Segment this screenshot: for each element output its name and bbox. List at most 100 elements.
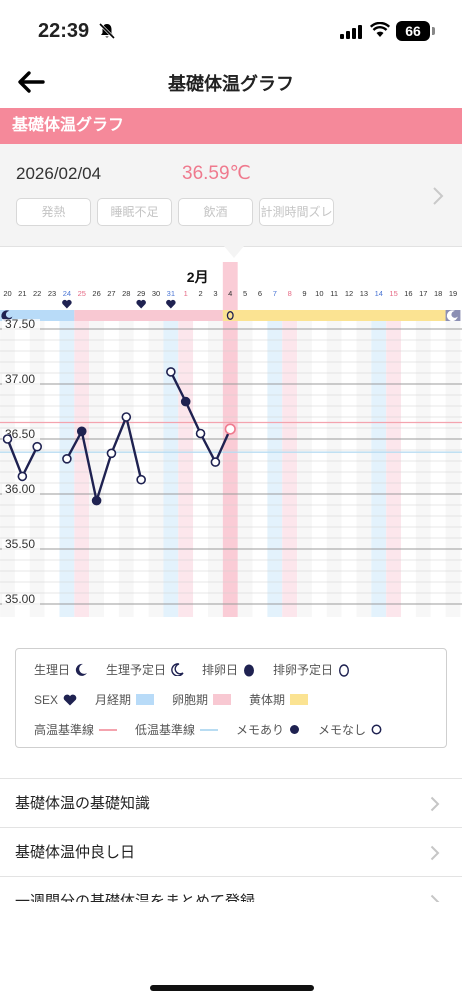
phase-band [0,310,75,321]
day-column-bg [311,317,327,617]
menu-item-label: 基礎体温の基礎知識 [15,795,151,812]
legend-memo-on-label: メモあり [236,723,285,737]
legend-menstrual-phase-label: 月経期 [95,693,132,707]
legend-predicted-ovulation: 排卵予定日 [273,661,350,678]
day-tick-label: 30 [152,289,160,298]
day-tick-label: 15 [389,289,397,298]
memo-empty-dot-icon [371,724,382,735]
phase-band [222,310,446,321]
day-tick-label: 2 [198,289,202,298]
day-tick-label: 21 [18,289,26,298]
menu-item-basics[interactable]: 基礎体温の基礎知識 [0,778,462,827]
chevron-right-icon [430,894,440,902]
legend-row-3: 高温基準線 低温基準線 メモあり メモなし [34,721,396,738]
day-column-bg [118,317,134,617]
legend-row-2: SEX 月経期 卵胞期 黄体期 [34,691,322,708]
day-detail-panel[interactable]: 2026/02/04 36.59℃ 発熱 睡眠不足 飲酒 計測時間ズレ [0,144,462,247]
day-tick-label: 7 [273,289,277,298]
y-tick-label: 36.50 [5,427,35,441]
day-column-bg [297,317,312,617]
temperature-data-point [136,474,146,485]
day-column-bg [237,317,253,617]
memo-filled-dot-icon [290,725,300,734]
chevron-right-icon [430,845,440,861]
day-column-bg [415,317,431,617]
menstrual-phase-swatch [136,694,155,705]
legend-predicted-menstruation-label: 生理予定日 [106,663,167,677]
crescent-moon-outline-icon [171,663,184,676]
day-column-bg [356,317,372,617]
day-tick-label: 25 [78,289,86,298]
day-column-bg [44,317,60,617]
page-title: 基礎体温グラフ [168,74,294,94]
day-tick-label: 8 [288,289,292,298]
tag-time-shift[interactable]: 計測時間ズレ [259,198,334,226]
day-tick-label: 9 [302,289,306,298]
day-column-bg [267,317,283,617]
day-column-bg [341,317,357,617]
day-column-bg [193,317,208,617]
selected-date: 2026/02/04 [16,164,102,183]
day-column-bg [74,317,90,617]
day-tick-label: 11 [330,289,338,298]
legend-sex-label: SEX [34,692,59,707]
day-column-bg [148,317,164,617]
legend-memo-off-label: メモなし [318,723,367,737]
y-tick-label-bg [2,539,40,550]
legend-high-baseline: 高温基準線 [34,721,118,738]
y-tick-label-bg [2,429,40,440]
y-tick-label-bg [2,374,40,385]
day-tick-label: 6 [258,289,262,298]
legend-high-baseline-label: 高温基準線 [34,723,95,737]
y-tick-label: 37.00 [5,372,35,386]
ovulation-egg-icon [244,664,255,676]
day-tick-label: 16 [404,289,412,298]
legend-memo-on: メモあり [236,721,300,738]
y-tick-label: 35.00 [5,592,35,606]
status-time: 22:39 [38,20,90,42]
day-column-bg [89,317,105,617]
day-tick-label: 27 [107,289,115,298]
home-indicator [150,985,314,991]
temperature-data-point [210,457,221,467]
tag-drinking[interactable]: 飲酒 [178,198,253,226]
info-menu-list: 基礎体温の基礎知識 基礎体温仲良し日 一週間分の基礎体温をまとめて登録 [0,778,462,902]
menu-item-label: 基礎体温仲良し日 [15,844,136,861]
temperature-data-point [17,471,28,482]
day-tick-label: 26 [92,289,100,298]
luteal-phase-swatch [290,694,309,705]
day-column-bg [386,317,402,617]
tag-fever[interactable]: 発熱 [16,198,91,226]
high-baseline-swatch [99,728,118,731]
day-tick-label: 10 [315,289,323,298]
crescent-moon-icon [75,663,88,676]
heart-icon [136,299,146,309]
day-tick-label: 31 [167,289,175,298]
legend-ovulation: 排卵日 [202,661,255,678]
status-bar: 22:39 66 [0,0,462,60]
day-tick-label: 23 [48,289,56,298]
back-arrow-icon[interactable] [16,70,46,94]
menu-item-intimacy-days[interactable]: 基礎体温仲良し日 [0,827,462,876]
predicted-phase-band [445,310,461,321]
temperature-data-point [76,426,87,437]
crescent-moon-outline-icon [446,310,458,322]
day-tick-label: 17 [419,289,427,298]
day-tick-label: 20 [3,289,11,298]
chevron-right-icon[interactable] [432,186,444,206]
temperature-data-point [32,441,43,452]
temperature-data-point [180,396,191,407]
legend-memo-off: メモなし [318,721,382,738]
menu-item-weekly-entry[interactable]: 一週間分の基礎体温をまとめて登録 [0,876,462,902]
selection-pointer [224,246,244,258]
legend-predicted-menstruation: 生理予定日 [106,661,184,678]
temperature-data-point [91,495,102,506]
day-tick-label: 22 [33,289,41,298]
day-tick-label: 14 [375,289,383,298]
legend-predicted-ovulation-label: 排卵予定日 [273,663,334,677]
bell-slash-icon [98,22,116,40]
heart-icon [62,299,72,309]
tag-lack-of-sleep[interactable]: 睡眠不足 [97,198,172,226]
y-tick-label-bg [2,319,40,330]
